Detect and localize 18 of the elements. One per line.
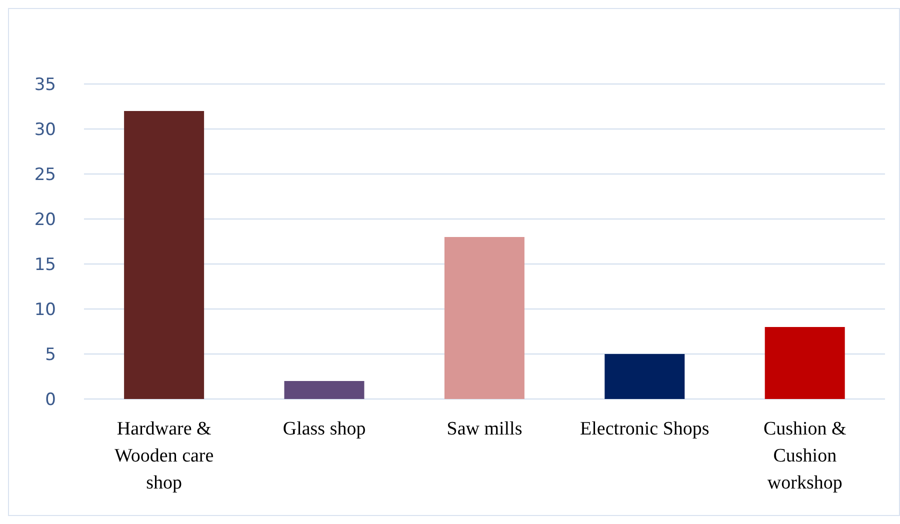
y-tick-label: 0 (45, 390, 56, 410)
bar (604, 354, 685, 399)
x-tick-label: Electronic Shops (580, 418, 710, 440)
x-tick-label: Cushion & Cushion workshop (763, 418, 847, 494)
y-tick-label: 10 (34, 300, 56, 320)
y-tick-label: 25 (34, 165, 56, 186)
y-tick-label: 20 (34, 210, 56, 230)
y-tick-label: 15 (34, 255, 56, 276)
bar (764, 327, 845, 399)
y-tick-label: 35 (34, 75, 56, 96)
x-tick-label: Hardware & Wooden care shop (114, 418, 214, 494)
y-tick-label: 5 (45, 345, 56, 366)
bar (124, 111, 204, 399)
bar (444, 237, 524, 399)
bar (284, 381, 364, 399)
x-tick-label: Glass shop (282, 418, 366, 440)
y-tick-label: 30 (34, 120, 56, 140)
x-tick-label: Saw mills (446, 418, 522, 440)
